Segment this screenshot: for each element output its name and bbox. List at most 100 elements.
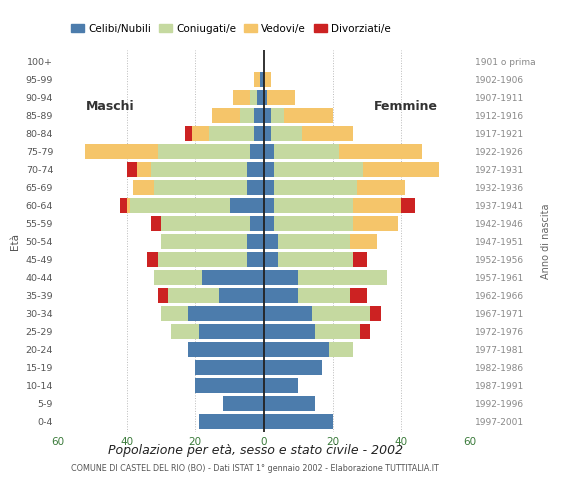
Bar (154, 270, 202, 285)
Bar (147, 252, 158, 267)
Bar (264, 162, 274, 177)
Bar (250, 216, 264, 231)
Bar (233, 90, 250, 105)
Bar (353, 252, 367, 267)
Bar (302, 126, 353, 141)
Bar (250, 90, 257, 105)
Bar (264, 180, 274, 195)
Bar (161, 306, 189, 321)
Bar (274, 198, 353, 213)
Bar (264, 288, 298, 303)
Bar (274, 144, 339, 159)
Bar (264, 216, 274, 231)
Bar (401, 198, 415, 213)
Bar (158, 144, 250, 159)
Y-axis label: Età: Età (10, 233, 20, 250)
Bar (192, 126, 209, 141)
Bar (151, 162, 246, 177)
Bar (278, 252, 353, 267)
Bar (264, 108, 271, 123)
Bar (264, 198, 274, 213)
Bar (274, 162, 364, 177)
Bar (133, 180, 154, 195)
Bar (264, 90, 267, 105)
Bar (246, 234, 264, 249)
Bar (278, 234, 350, 249)
Bar (188, 306, 264, 321)
Bar (264, 378, 298, 393)
Bar (119, 198, 126, 213)
Legend: Celibi/Nubili, Coniugati/e, Vedovi/e, Divorziati/e: Celibi/Nubili, Coniugati/e, Vedovi/e, Di… (67, 19, 394, 38)
Bar (195, 378, 264, 393)
Bar (264, 252, 278, 267)
Text: COMUNE DI CASTEL DEL RIO (BO) - Dati ISTAT 1° gennaio 2002 - Elaborazione TUTTIT: COMUNE DI CASTEL DEL RIO (BO) - Dati IST… (71, 464, 439, 473)
Bar (161, 234, 246, 249)
Bar (185, 126, 192, 141)
Bar (274, 180, 357, 195)
Bar (154, 180, 246, 195)
Bar (126, 162, 137, 177)
Bar (85, 144, 158, 159)
Bar (264, 360, 322, 375)
Bar (339, 144, 422, 159)
Bar (271, 108, 284, 123)
Bar (264, 414, 332, 429)
Bar (168, 288, 219, 303)
Bar (246, 180, 264, 195)
Bar (264, 270, 298, 285)
Bar (253, 108, 264, 123)
Bar (250, 144, 264, 159)
Bar (212, 108, 240, 123)
Bar (240, 108, 253, 123)
Bar (274, 216, 353, 231)
Bar (264, 72, 271, 87)
Bar (230, 198, 264, 213)
Bar (284, 108, 332, 123)
Bar (329, 342, 353, 357)
Bar (267, 90, 295, 105)
Bar (209, 126, 253, 141)
Bar (161, 216, 250, 231)
Bar (253, 126, 264, 141)
Bar (158, 252, 246, 267)
Bar (257, 90, 264, 105)
Bar (126, 198, 130, 213)
Bar (171, 324, 199, 339)
Bar (260, 72, 264, 87)
Bar (353, 216, 398, 231)
Text: Popolazione per età, sesso e stato civile - 2002: Popolazione per età, sesso e stato civil… (108, 444, 403, 456)
Bar (199, 324, 264, 339)
Bar (364, 162, 439, 177)
Bar (298, 288, 350, 303)
Bar (264, 144, 274, 159)
Bar (271, 126, 302, 141)
Bar (202, 270, 264, 285)
Bar (253, 72, 260, 87)
Bar (360, 324, 370, 339)
Bar (151, 216, 161, 231)
Bar (188, 342, 264, 357)
Bar (137, 162, 151, 177)
Bar (246, 252, 264, 267)
Bar (264, 324, 316, 339)
Bar (246, 162, 264, 177)
Text: Femmine: Femmine (374, 100, 438, 113)
Bar (350, 234, 377, 249)
Text: Maschi: Maschi (85, 100, 134, 113)
Bar (298, 270, 387, 285)
Bar (350, 288, 367, 303)
Bar (312, 306, 370, 321)
Bar (316, 324, 360, 339)
Bar (357, 180, 405, 195)
Bar (264, 396, 316, 411)
Bar (370, 306, 380, 321)
Bar (264, 126, 271, 141)
Bar (264, 306, 312, 321)
Bar (264, 342, 329, 357)
Bar (264, 234, 278, 249)
Bar (353, 198, 401, 213)
Bar (223, 396, 264, 411)
Bar (158, 288, 168, 303)
Bar (130, 198, 230, 213)
Bar (219, 288, 264, 303)
